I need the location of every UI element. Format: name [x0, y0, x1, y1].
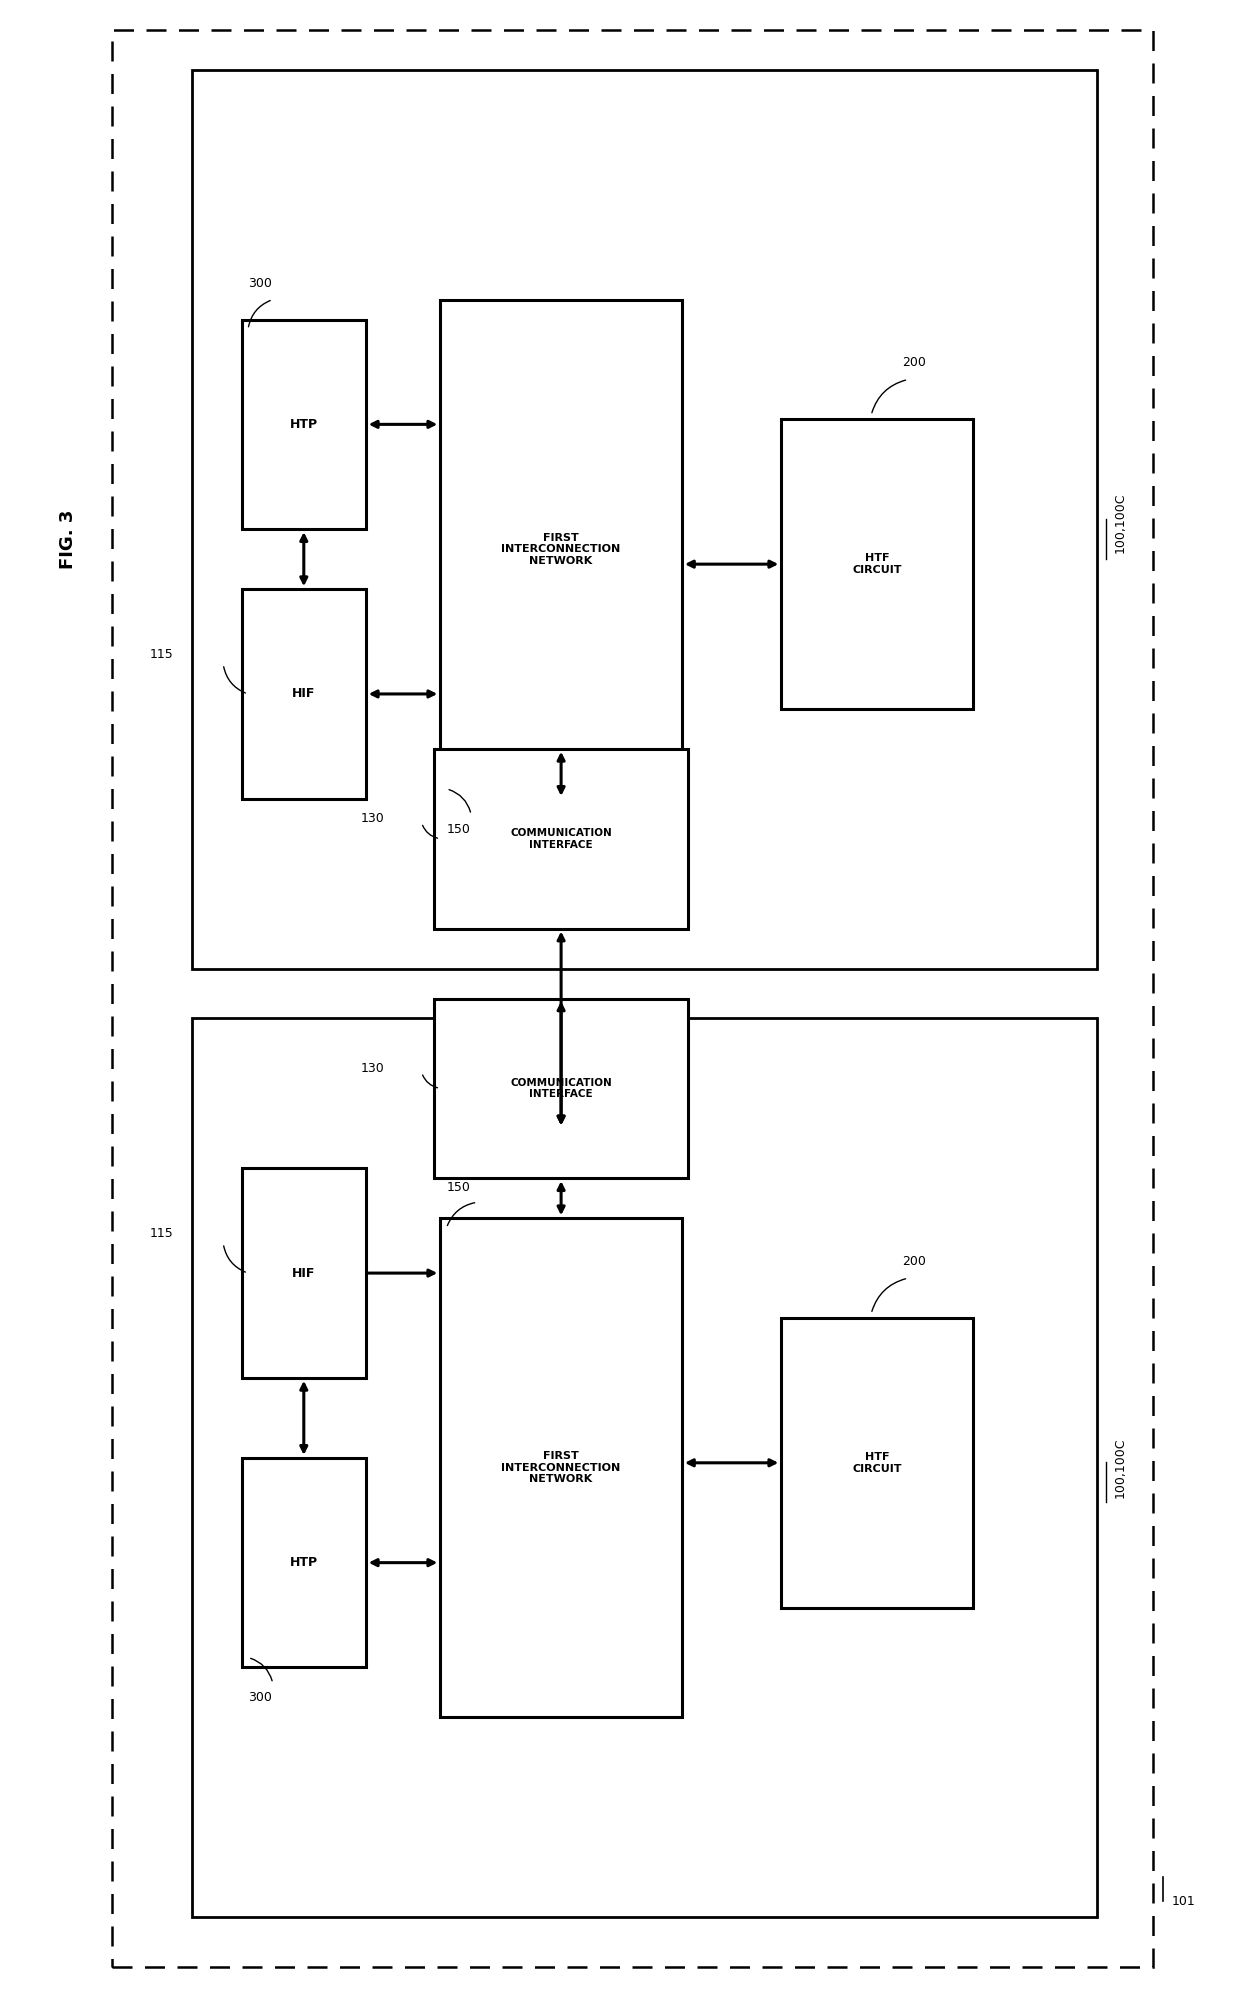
Text: HIF: HIF: [293, 687, 315, 701]
Text: 115: 115: [150, 1226, 174, 1240]
Text: FIG. 3: FIG. 3: [60, 509, 77, 569]
Text: 100,100C: 100,100C: [1114, 1438, 1126, 1498]
Text: 150: 150: [446, 1180, 470, 1194]
Text: 115: 115: [150, 647, 174, 661]
Text: 150: 150: [446, 823, 470, 837]
Bar: [242, 1168, 366, 1378]
Text: 130: 130: [361, 813, 384, 825]
Bar: [192, 70, 1097, 969]
Text: 130: 130: [361, 1062, 384, 1074]
Bar: [440, 1218, 682, 1717]
Text: 300: 300: [248, 1691, 272, 1705]
Text: 101: 101: [1172, 1895, 1195, 1907]
Text: HTP: HTP: [290, 1556, 317, 1570]
Bar: [781, 1318, 973, 1608]
Text: COMMUNICATION
INTERFACE: COMMUNICATION INTERFACE: [510, 829, 613, 849]
Text: HTP: HTP: [290, 417, 317, 431]
Bar: [434, 998, 688, 1178]
Text: 200: 200: [903, 1254, 926, 1268]
Bar: [242, 589, 366, 799]
Text: COMMUNICATION
INTERFACE: COMMUNICATION INTERFACE: [510, 1078, 613, 1098]
Bar: [192, 1018, 1097, 1917]
Text: HTF
CIRCUIT: HTF CIRCUIT: [853, 1452, 901, 1474]
Bar: [242, 320, 366, 529]
Text: FIRST
INTERCONNECTION
NETWORK: FIRST INTERCONNECTION NETWORK: [501, 1452, 621, 1484]
Bar: [781, 419, 973, 709]
Bar: [242, 1458, 366, 1667]
Bar: [440, 300, 682, 799]
Text: HTF
CIRCUIT: HTF CIRCUIT: [853, 553, 901, 575]
Text: 200: 200: [903, 355, 926, 369]
Bar: [112, 30, 1153, 1967]
Bar: [434, 749, 688, 929]
Text: 100,100C: 100,100C: [1114, 493, 1126, 553]
Text: HIF: HIF: [293, 1266, 315, 1280]
Text: 300: 300: [248, 276, 272, 290]
Text: FIRST
INTERCONNECTION
NETWORK: FIRST INTERCONNECTION NETWORK: [501, 533, 621, 565]
